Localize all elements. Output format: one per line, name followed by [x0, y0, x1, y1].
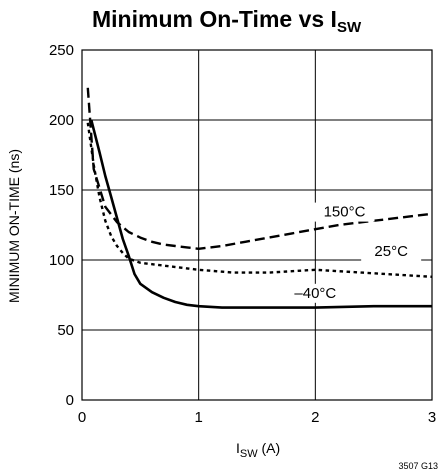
y-tick-label: 250: [49, 42, 74, 59]
y-tick-label: 50: [57, 322, 74, 339]
figure-code: 3507 G13: [398, 461, 438, 471]
y-tick-label: 200: [49, 112, 74, 129]
series-line-0: [86, 87, 433, 250]
y-tick-label: 100: [49, 252, 74, 269]
chart-title: Minimum On-Time vs ISW: [92, 6, 362, 36]
series-label-background: [285, 283, 346, 303]
y-axis-ticks: 0 50 100 150 200 250: [49, 42, 74, 409]
series-labels: 150°C 25°C –40°C: [285, 202, 422, 303]
grid-lines: [82, 50, 432, 400]
series-label-background: [314, 202, 375, 222]
y-tick-label: 150: [49, 182, 74, 199]
series-lines: [86, 87, 433, 309]
series-line-1: [86, 122, 433, 278]
x-tick-label: 3: [428, 409, 436, 426]
x-tick-label: 1: [194, 409, 202, 426]
plot-frame: [81, 49, 433, 401]
chart-title-main: Minimum On-Time vs I: [92, 6, 337, 32]
series-label-0: 150°C: [324, 204, 366, 221]
series-label-background: [361, 241, 422, 261]
series-label-1: 25°C: [374, 243, 408, 260]
chart-title-subscript: SW: [337, 19, 362, 36]
series-label-2: –40°C: [294, 285, 336, 302]
x-axis-label-main: I: [236, 440, 240, 456]
x-axis-label-subscript: SW: [240, 448, 258, 460]
x-tick-label: 2: [311, 409, 319, 426]
y-axis-label: MINIMUM ON-TIME (ns): [6, 149, 22, 303]
x-axis-ticks: 0 1 2 3: [78, 409, 436, 426]
y-tick-label: 0: [66, 392, 74, 409]
x-tick-label: 0: [78, 409, 86, 426]
x-axis-label: ISW (A): [236, 440, 280, 460]
x-axis-label-unit: (A): [258, 440, 281, 456]
series-line-2: [90, 119, 432, 309]
